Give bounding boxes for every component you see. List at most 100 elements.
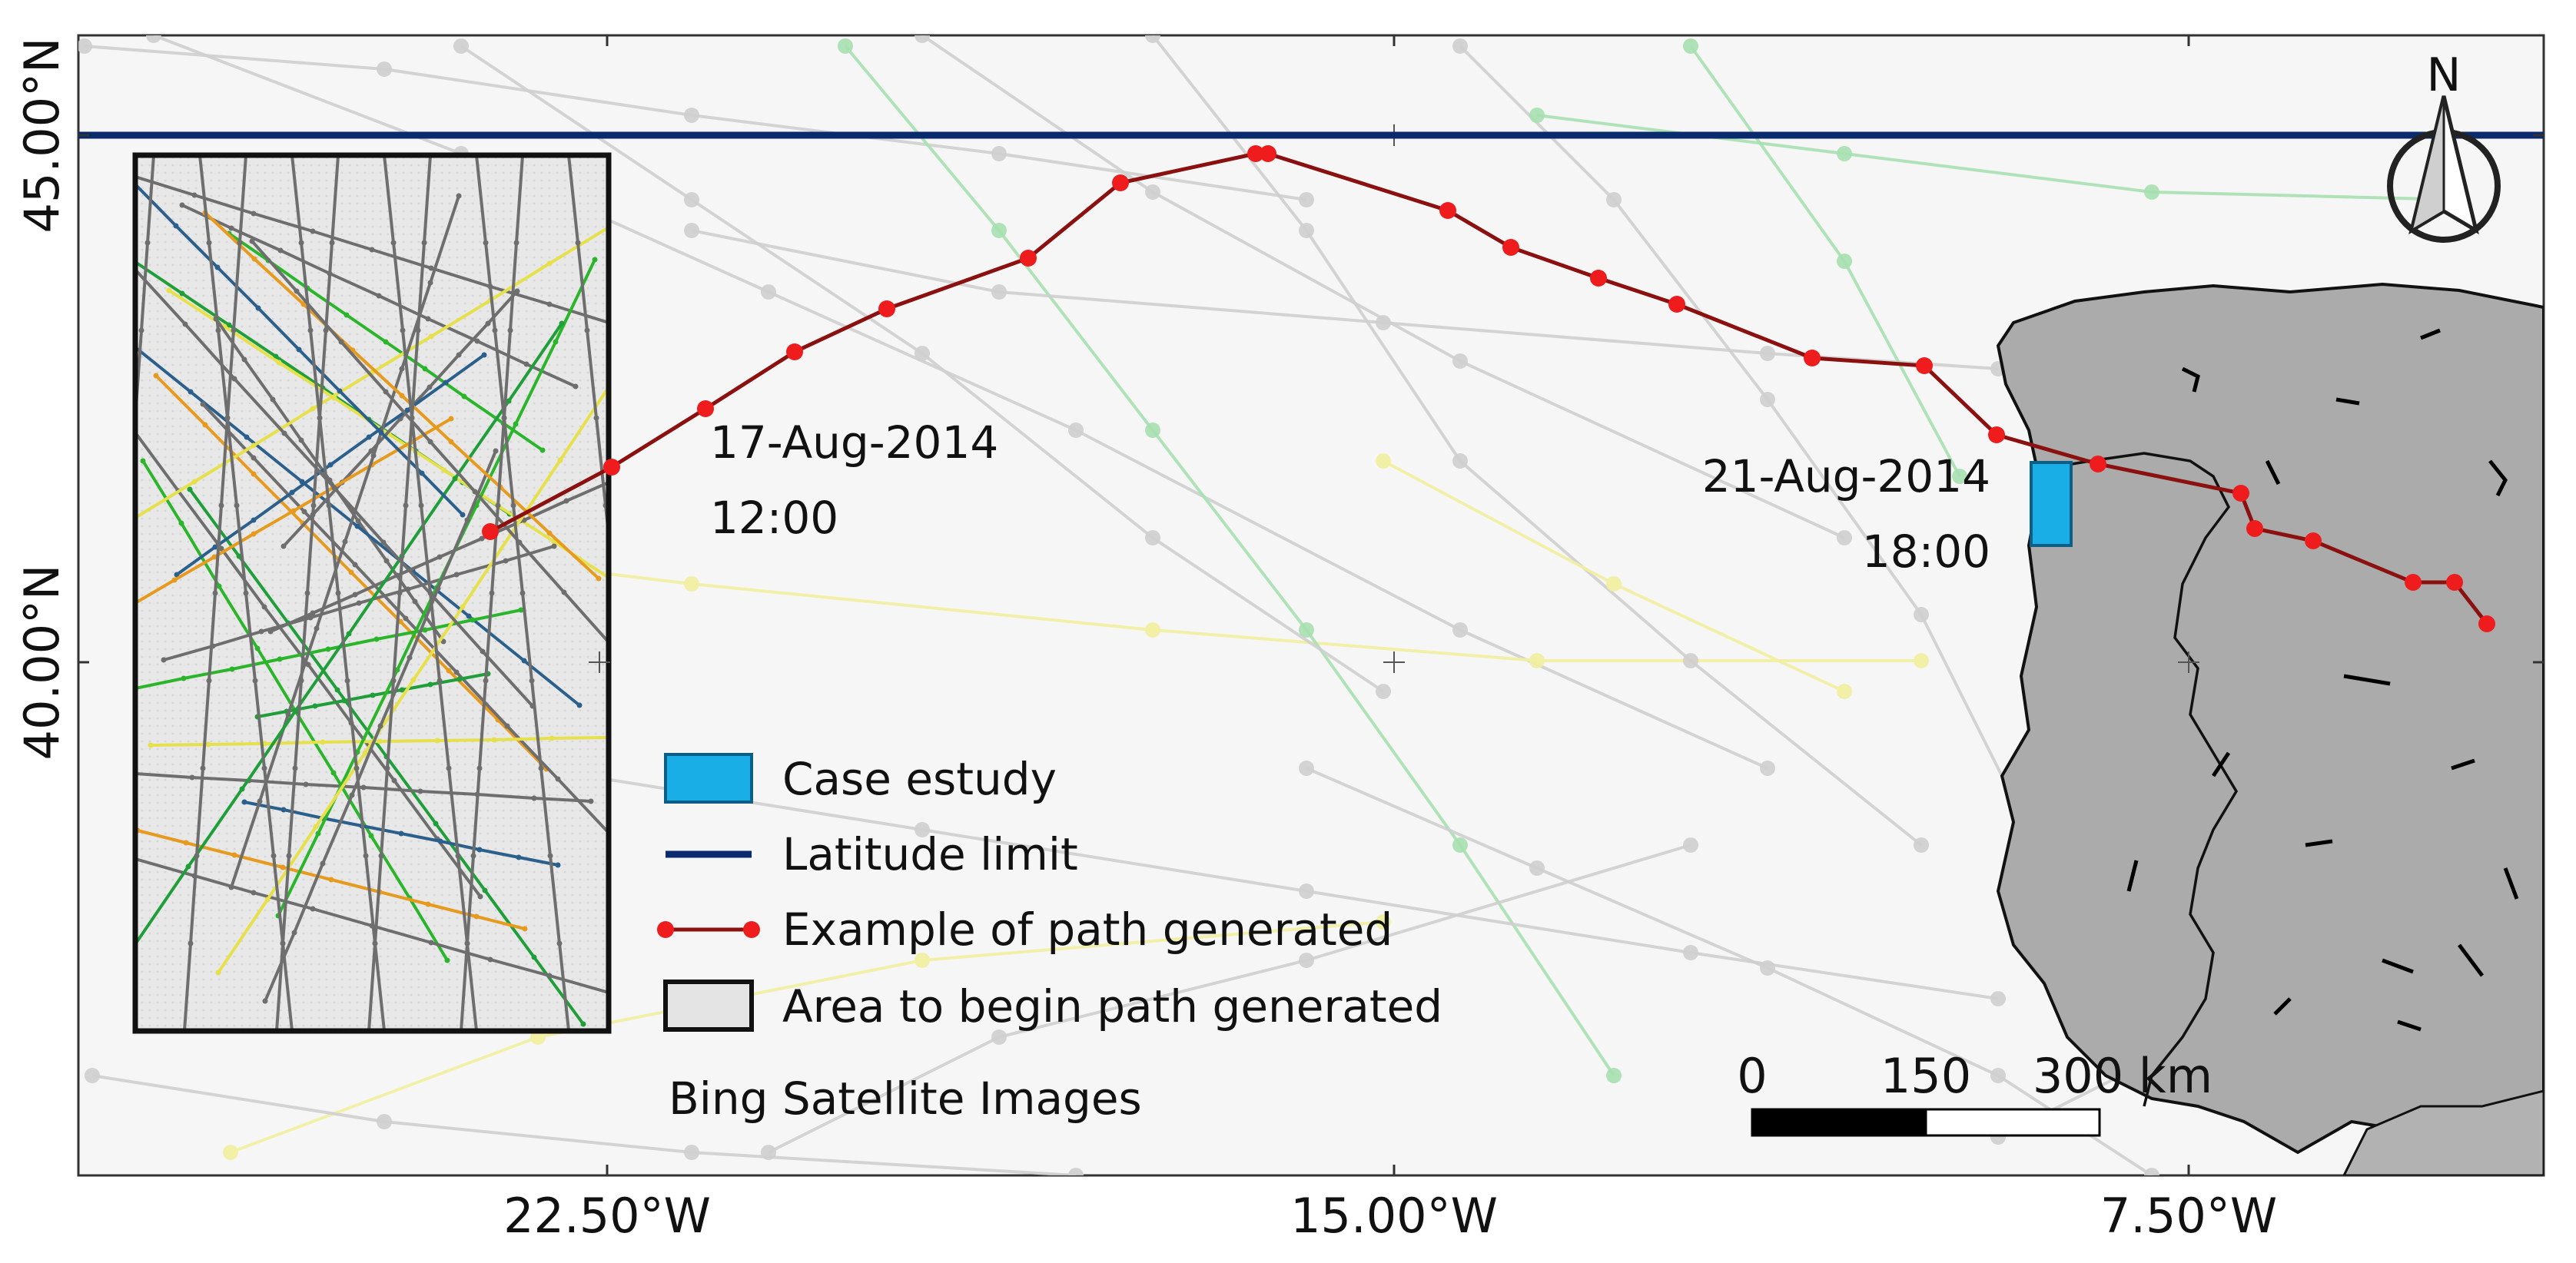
- box-track-point: [377, 738, 383, 744]
- example-path-point: [1804, 350, 1821, 366]
- box-track-vertical-point: [427, 590, 433, 596]
- box-track-point: [453, 669, 460, 675]
- box-track-point: [461, 393, 467, 399]
- background-track-point: [1914, 837, 1929, 853]
- box-track-point: [294, 288, 300, 294]
- box-track-vertical-point: [421, 240, 427, 246]
- box-track-point: [479, 535, 485, 542]
- background-track-point: [377, 1114, 392, 1129]
- background-track: [768, 844, 1691, 1154]
- example-path-point: [2232, 485, 2249, 502]
- box-track-point: [481, 352, 487, 358]
- legend-case-study-swatch: [664, 753, 753, 804]
- background-track-point: [1683, 837, 1698, 853]
- box-track-point: [185, 864, 191, 870]
- box-track-point: [383, 339, 389, 345]
- legend-item-label: Area to begin path generated: [782, 980, 1442, 1033]
- box-track-vertical-point: [575, 240, 581, 246]
- box-track-point: [383, 389, 389, 395]
- box-track-point: [417, 788, 423, 794]
- box-track-vertical-point: [298, 240, 304, 246]
- attribution-text: Bing Satellite Images: [669, 1072, 1142, 1125]
- box-track-vertical-point: [243, 590, 249, 596]
- background-track-point: [1606, 1068, 1622, 1083]
- box-track-vertical-point: [372, 940, 378, 946]
- box-track-point: [148, 742, 154, 748]
- box-track-point: [273, 353, 279, 360]
- box-track-vertical-point: [363, 853, 369, 859]
- case-study-area: [2030, 461, 2073, 547]
- box-track-vertical-point: [234, 502, 240, 509]
- box-track-point: [214, 264, 221, 270]
- box-track-point: [289, 489, 295, 496]
- box-track-point: [356, 600, 362, 606]
- example-path: [482, 145, 2495, 632]
- box-track-point: [191, 479, 198, 485]
- background-track-point: [1914, 607, 1929, 622]
- background-track-point: [838, 38, 853, 54]
- north-label: N: [2427, 48, 2461, 102]
- box-track-vertical-point: [224, 415, 231, 421]
- reservoirs: [2126, 328, 2519, 1032]
- example-path-point: [1020, 250, 1037, 267]
- box-track-point: [264, 897, 271, 903]
- box-track-vertical-point: [437, 678, 443, 684]
- box-track-point: [407, 655, 413, 661]
- background-track-point: [85, 1068, 100, 1083]
- box-track-point: [487, 956, 493, 963]
- background-track-point: [1760, 960, 1775, 976]
- box-track-vertical: [135, 155, 155, 440]
- box-track-point: [370, 452, 377, 459]
- box-track-point: [338, 339, 344, 345]
- box-track-vertical-point: [556, 940, 563, 946]
- background-track-point: [1990, 991, 2006, 1006]
- axis-ticks: [78, 35, 2544, 1175]
- box-track-point: [456, 193, 462, 199]
- box-track-point: [573, 383, 579, 390]
- scale-bar: [1751, 1108, 2101, 1137]
- box-track-vertical-point: [200, 765, 206, 771]
- scale-label-0: 0: [1737, 1048, 1767, 1104]
- box-track-point: [404, 407, 410, 413]
- box-track-point: [446, 668, 452, 674]
- box-track-vertical-point: [492, 327, 498, 333]
- box-track-point: [482, 887, 488, 893]
- background-track-point: [1145, 530, 1160, 545]
- box-track-point: [476, 847, 483, 853]
- background-track-point: [761, 284, 776, 300]
- background-track-point: [1529, 653, 1545, 668]
- box-track-point: [427, 384, 433, 390]
- box-track-vertical-point: [507, 327, 513, 333]
- box-track-vertical-point: [409, 415, 415, 421]
- box-track-point: [270, 396, 276, 403]
- box-track-point: [320, 739, 326, 745]
- box-track-vertical-point: [593, 415, 599, 421]
- example-path-point: [1439, 202, 1456, 219]
- box-track-point: [369, 247, 375, 253]
- box-track-point: [228, 884, 234, 890]
- background-track-point: [991, 223, 1007, 238]
- background-track-point: [1299, 223, 1314, 238]
- box-track-point: [349, 792, 355, 798]
- box-track-vertical-point: [520, 590, 526, 596]
- box-track-vertical-point: [455, 853, 461, 859]
- background-track-point: [1990, 1068, 2006, 1083]
- portugal-spain-border: [2043, 452, 2239, 1107]
- box-track-point: [341, 698, 347, 704]
- box-track-point: [539, 447, 546, 453]
- box-track-point: [327, 462, 334, 468]
- box-track-point: [477, 893, 483, 900]
- box-track-point: [419, 470, 425, 476]
- box-track-vertical-point: [483, 678, 489, 684]
- box-track-vertical-point: [298, 678, 304, 684]
- box-track-point: [383, 558, 390, 564]
- box-track-point: [546, 973, 553, 979]
- example-path-point: [603, 459, 620, 476]
- box-track-point: [405, 586, 411, 592]
- background-track-point: [1760, 761, 1775, 776]
- start-date-label: 17-Aug-2014: [710, 416, 998, 469]
- box-track-point: [244, 434, 250, 440]
- example-path-point: [1112, 174, 1129, 191]
- box-track-point: [596, 575, 602, 582]
